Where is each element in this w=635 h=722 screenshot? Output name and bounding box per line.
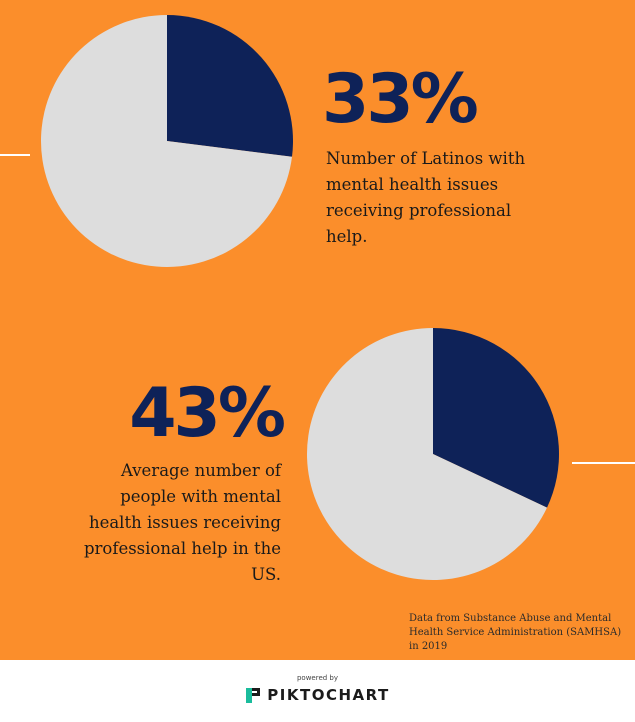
description-line: Number of Latinos with (326, 149, 526, 168)
footer: powered by PIKTOCHART (0, 660, 635, 722)
source-note-line: Health Service Administration (SAMHSA) (409, 627, 622, 638)
stat-us-percent: 43% (129, 374, 286, 453)
pie-slice-highlight (167, 15, 293, 157)
description-line: US. (251, 565, 281, 584)
piktochart-logo-icon (246, 687, 261, 703)
pie-slice-rest (41, 15, 293, 267)
description-line: professional help in the (83, 539, 281, 558)
description-line: mental health issues (326, 175, 499, 194)
powered-by-label: powered by (296, 674, 339, 682)
source-note: Data from Substance Abuse and Mental Hea… (409, 612, 624, 654)
stat-latinos-percent: 33% (322, 60, 479, 139)
pie-slice-rest (307, 328, 548, 580)
source-note-line: Data from Substance Abuse and Mental (409, 613, 612, 624)
piktochart-brand-name: PIKTOCHART (267, 686, 390, 704)
piktochart-logo[interactable]: PIKTOCHART (0, 686, 635, 704)
divider-line-right (572, 462, 635, 464)
divider-line-left (0, 154, 30, 156)
description-line: help. (326, 227, 368, 246)
description-line: Average number of (120, 461, 281, 480)
stat-latinos-description: Number of Latinos with mental health iss… (326, 146, 586, 250)
description-line: people with mental (120, 487, 281, 506)
orange-panel: 33% Number of Latinos with mental health… (0, 0, 635, 660)
pie-chart-latinos (41, 15, 293, 267)
stat-us-description: Average number of people with mental hea… (31, 458, 281, 588)
pie-slice-highlight (433, 328, 559, 508)
pie-chart-us-average (307, 328, 559, 580)
description-line: receiving professional (326, 201, 512, 220)
description-line: health issues receiving (88, 513, 281, 532)
source-note-line: in 2019 (409, 641, 448, 652)
